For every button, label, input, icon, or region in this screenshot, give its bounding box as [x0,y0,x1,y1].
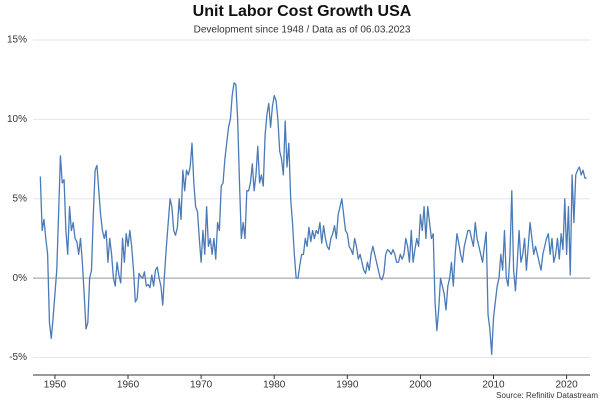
y-tick-label: -5% [9,352,27,363]
x-tick-label: 2010 [482,380,505,391]
x-tick-label: 2000 [409,380,432,391]
x-tick-label: 1980 [263,380,286,391]
y-tick-label: 0% [13,273,28,284]
chart-title: Unit Labor Cost Growth USA [193,3,412,20]
chart-subtitle: Development since 1948 / Data as of 06.0… [194,25,411,36]
x-tick-label: 1990 [336,380,359,391]
data-line [39,82,587,356]
y-tick-label: 10% [7,114,27,125]
x-tick-label: 2020 [555,380,578,391]
x-tick-label: 1960 [117,380,140,391]
x-tick-label: 1970 [190,380,213,391]
y-tick-label: 5% [13,193,28,204]
source-note: Source: Refinitiv Datastream [496,391,598,400]
y-tick-label: 15% [7,35,27,46]
x-tick-label: 1950 [44,380,67,391]
